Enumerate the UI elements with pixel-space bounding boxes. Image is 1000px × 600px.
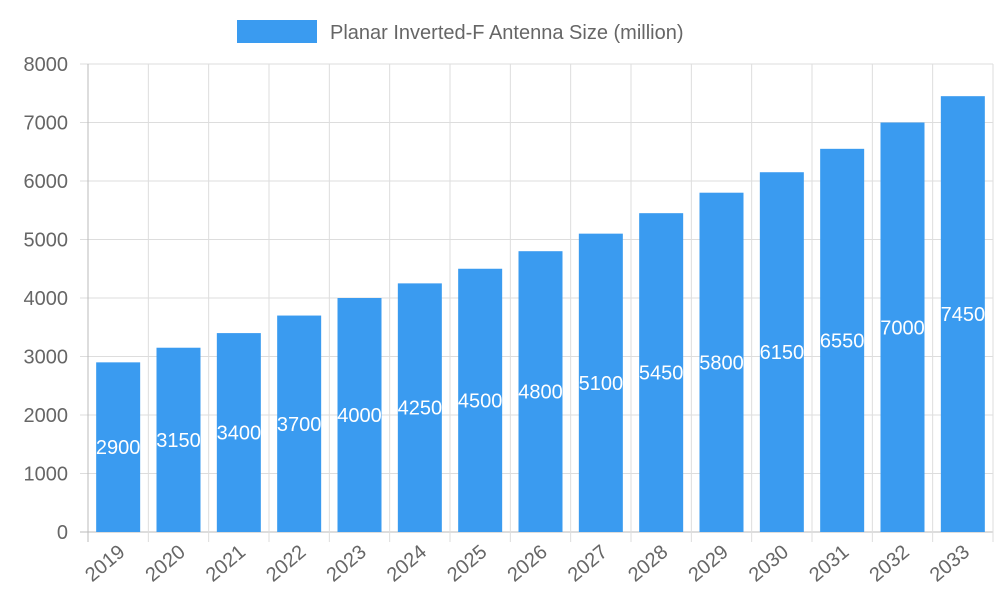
x-tick-label: 2026 xyxy=(503,541,551,586)
x-tick-label: 2025 xyxy=(443,541,491,586)
x-tick-label: 2023 xyxy=(322,541,370,586)
data-label: 3150 xyxy=(156,430,201,452)
legend[interactable]: Planar Inverted-F Antenna Size (million) xyxy=(237,20,684,44)
data-label: 5450 xyxy=(639,363,684,385)
data-label: 4800 xyxy=(518,382,563,404)
x-axis: 2019 2020 2021 2022 2023 2024 2025 2026 2027 2028… xyxy=(81,541,974,586)
x-tick-label: 2029 xyxy=(684,541,732,586)
y-tick-label: 3000 xyxy=(24,347,69,369)
bar xyxy=(518,251,563,532)
bar xyxy=(397,283,442,532)
y-tick-label: 0 xyxy=(57,522,68,544)
x-tick-label: 2019 xyxy=(81,541,129,586)
data-label: 3400 xyxy=(217,423,262,445)
bar xyxy=(940,96,985,533)
x-tick-label: 2022 xyxy=(262,541,310,586)
data-label: 6150 xyxy=(760,342,805,364)
y-tick-label: 2000 xyxy=(24,405,69,427)
y-tick-label: 4000 xyxy=(24,288,69,310)
x-tick-label: 2030 xyxy=(745,541,793,586)
data-label: 5800 xyxy=(699,352,744,374)
data-labels: 2900 3150 3400 3700 4000 4250 4500 4800 5100 5450… xyxy=(96,304,985,459)
data-label: 4500 xyxy=(458,390,503,412)
x-tick-label: 2021 xyxy=(202,541,250,586)
legend-label: Planar Inverted-F Antenna Size (million) xyxy=(330,22,684,44)
x-tick-label: 2031 xyxy=(805,541,853,586)
x-tick-label: 2032 xyxy=(865,541,913,586)
y-tick-label: 6000 xyxy=(24,171,69,193)
y-tick-label: 7000 xyxy=(24,113,69,135)
data-label: 6550 xyxy=(820,330,865,352)
bar xyxy=(96,362,141,532)
x-tick-label: 2033 xyxy=(926,541,974,586)
bar xyxy=(639,213,684,533)
bar xyxy=(216,333,261,532)
bar xyxy=(337,298,382,532)
bar xyxy=(880,122,925,532)
x-tick-label: 2020 xyxy=(141,541,189,586)
x-tick-label: 2027 xyxy=(564,541,612,586)
data-label: 7000 xyxy=(880,317,925,339)
grid xyxy=(80,63,994,542)
data-label: 5100 xyxy=(579,373,624,395)
data-label: 3700 xyxy=(277,414,322,436)
bar xyxy=(759,172,804,532)
data-label: 4250 xyxy=(398,398,443,420)
bar xyxy=(277,315,322,532)
bar xyxy=(458,268,503,532)
y-tick-label: 1000 xyxy=(24,464,69,486)
y-axis: 0 1000 2000 3000 4000 5000 6000 7000 8000 xyxy=(24,54,69,544)
legend-swatch xyxy=(237,20,317,43)
bar xyxy=(156,347,201,532)
data-label: 2900 xyxy=(96,437,141,459)
bars xyxy=(96,96,985,533)
bar xyxy=(820,148,865,532)
data-label: 7450 xyxy=(941,304,986,326)
y-tick-label: 8000 xyxy=(24,54,69,76)
x-tick-label: 2028 xyxy=(624,541,672,586)
data-label: 4000 xyxy=(337,405,382,427)
x-tick-label: 2024 xyxy=(383,541,431,586)
bar xyxy=(699,192,744,532)
y-tick-label: 5000 xyxy=(24,230,69,252)
bar xyxy=(578,233,623,532)
